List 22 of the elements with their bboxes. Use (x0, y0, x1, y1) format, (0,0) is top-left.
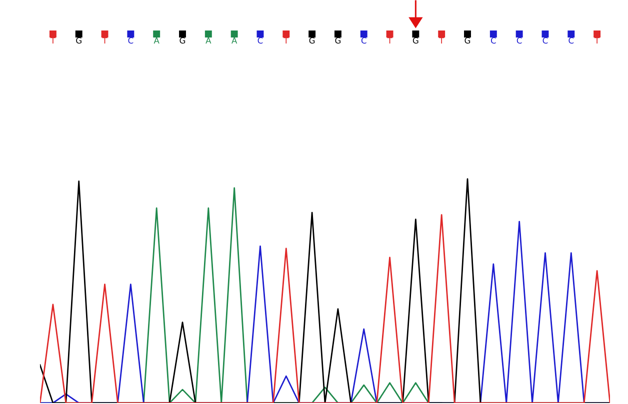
x-tick-label: C (258, 37, 263, 44)
x-tick-label: T (50, 37, 56, 44)
x-tick-label: G (76, 37, 82, 44)
x-tick-label: T (594, 37, 600, 44)
x-tick-label: T (387, 37, 392, 44)
x-tick-label: G (180, 37, 186, 44)
x-tick-label: C (128, 37, 134, 44)
x-tick-label: A (206, 37, 212, 44)
x-tick-label: T (102, 37, 108, 44)
x-tick-label: T (439, 37, 444, 44)
x-tick-label: G (412, 37, 418, 44)
x-tick-label: C (361, 37, 366, 44)
x-tick-label: C (516, 37, 522, 44)
x-tick-label: C (542, 37, 548, 44)
x-tick-label: A (154, 37, 160, 44)
x-tick-label: G (309, 37, 315, 44)
x-tick-label: G (335, 37, 340, 44)
x-tick-label: G (464, 37, 470, 44)
x-tick-label: C (568, 37, 574, 44)
x-tick-label: T (284, 37, 289, 44)
x-tick-label: A (232, 37, 238, 44)
x-tick-label: C (490, 37, 496, 44)
